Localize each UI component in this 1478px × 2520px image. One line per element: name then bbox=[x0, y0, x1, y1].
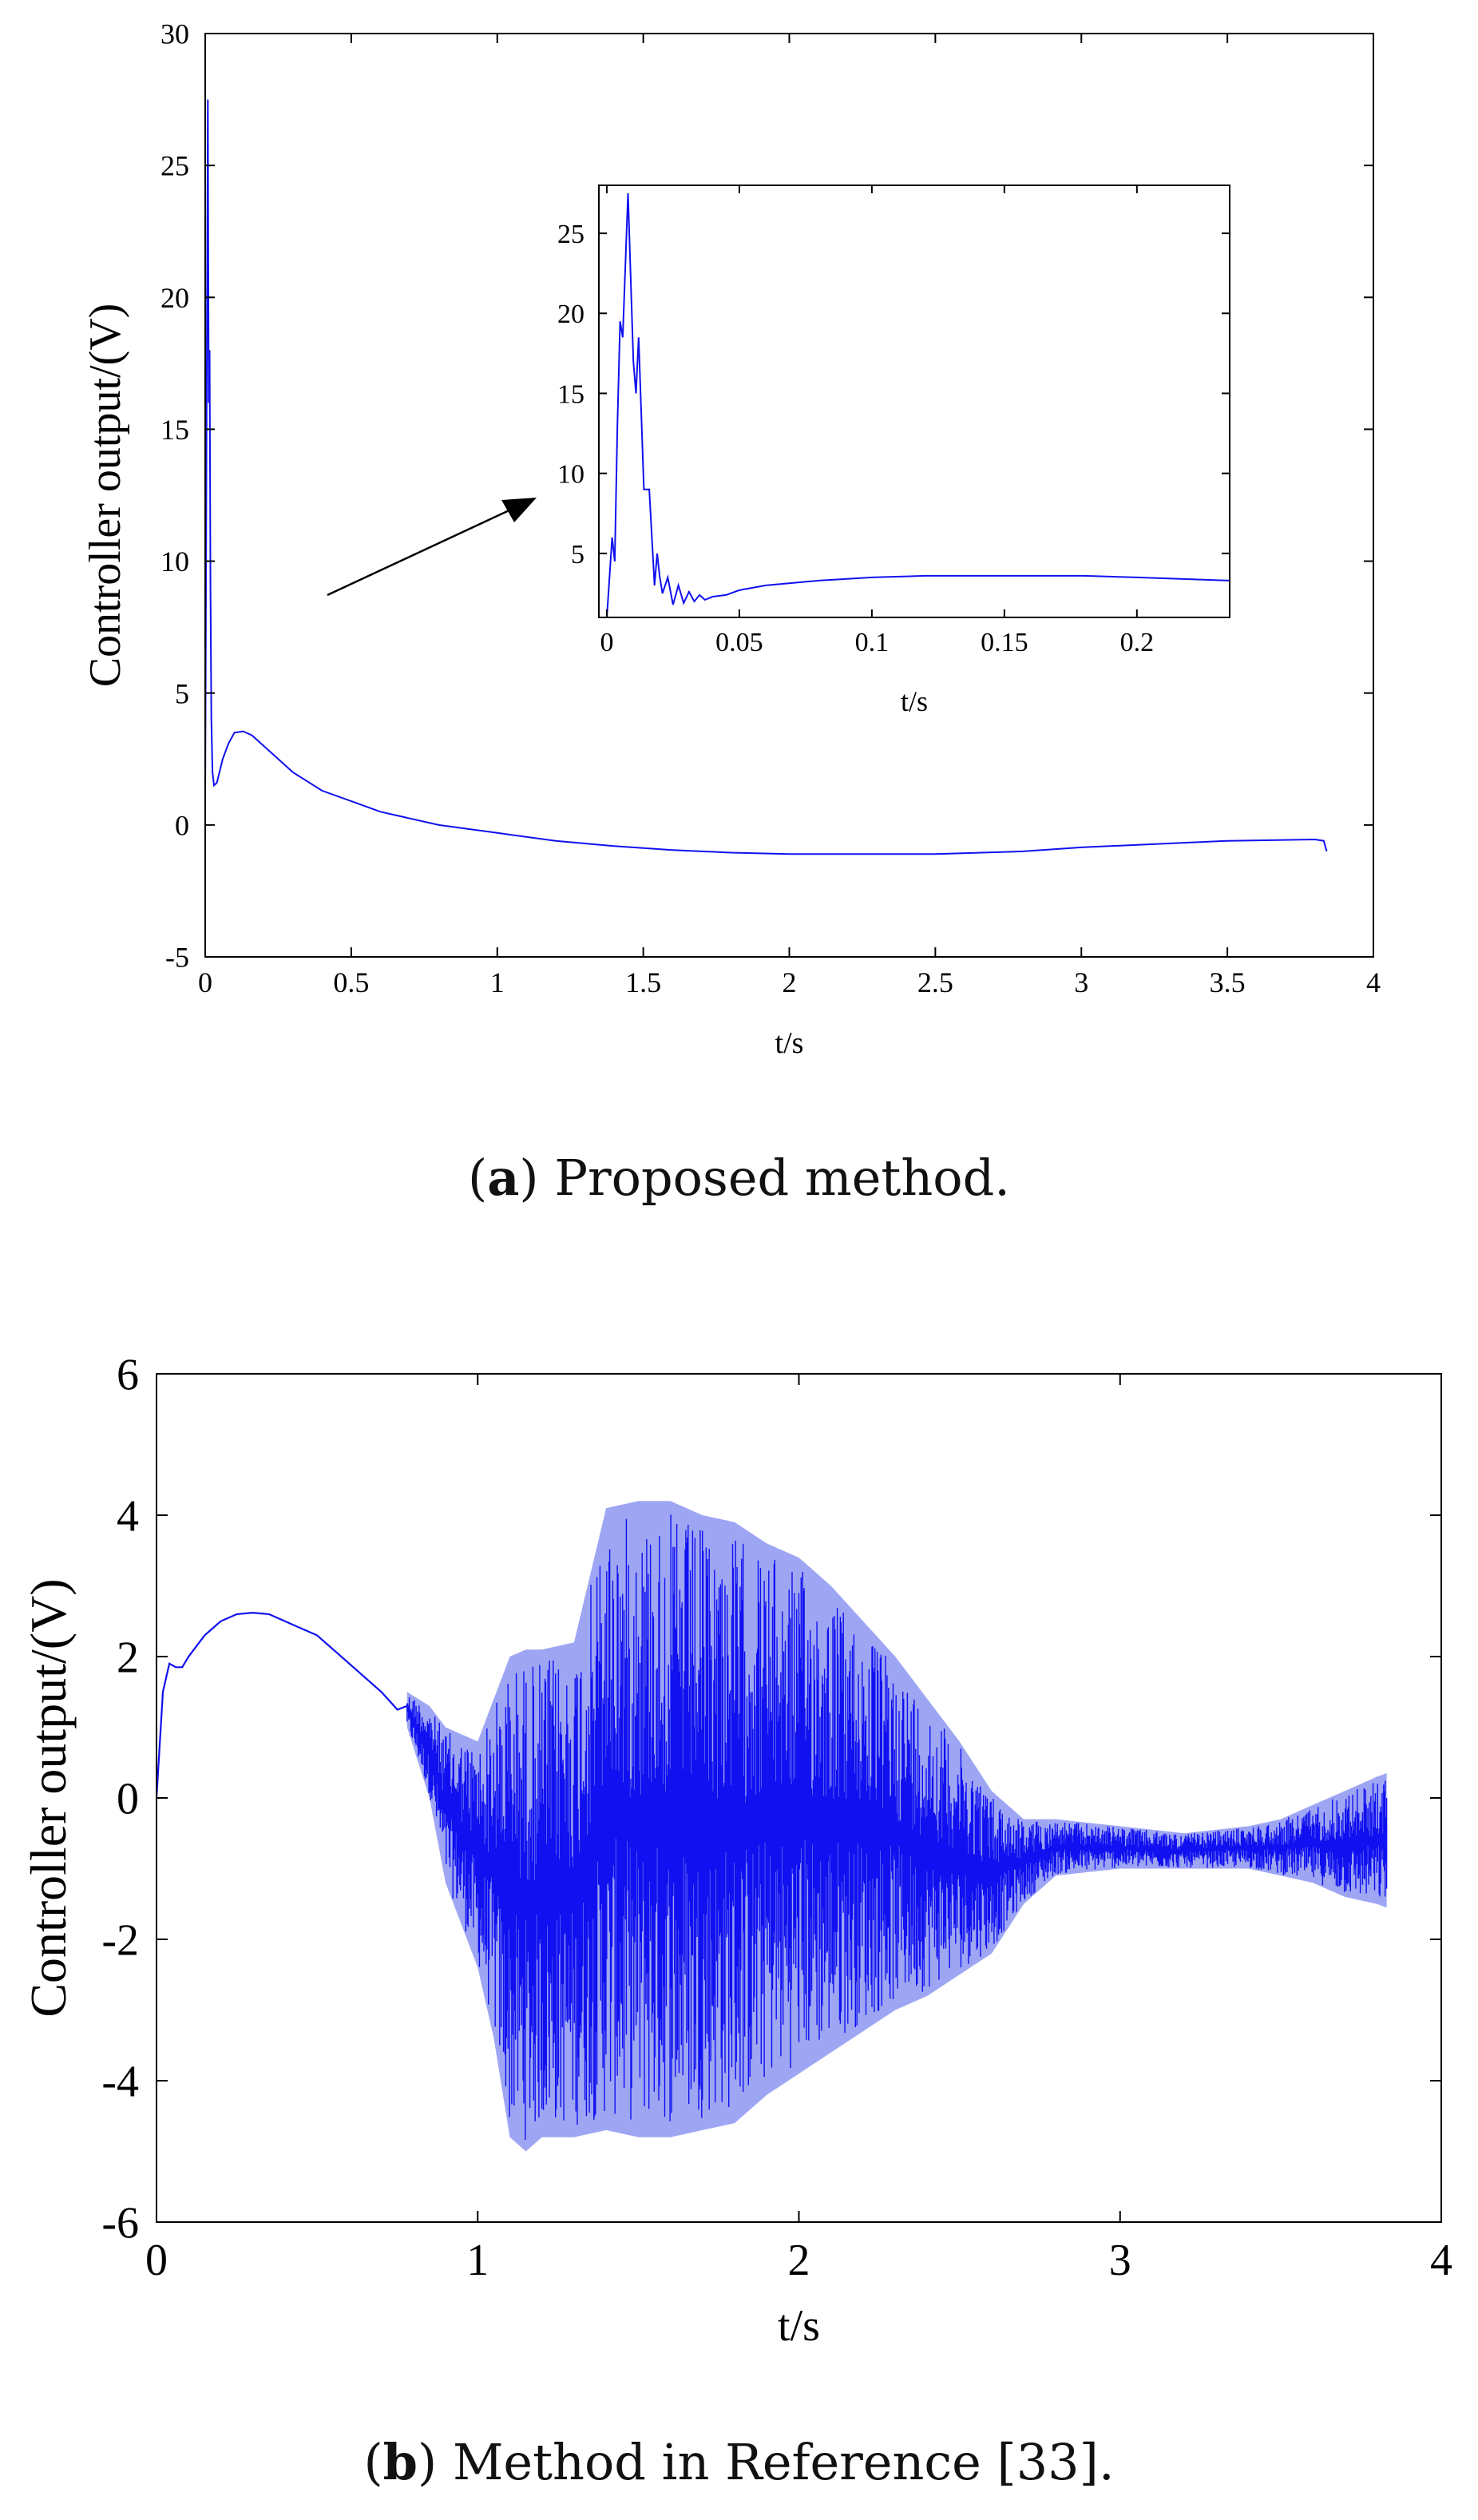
b-ytick-label: 0 bbox=[117, 1775, 139, 1824]
a-ytick-label: -5 bbox=[165, 942, 189, 974]
b-ytick-label: 2 bbox=[117, 1633, 139, 1683]
inset-xtick-label: 0.1 bbox=[855, 628, 890, 657]
a-xtick-label: 1.5 bbox=[625, 966, 661, 998]
inset-series-group bbox=[606, 192, 1230, 618]
b-xtick-label: 2 bbox=[788, 2236, 810, 2285]
a-ytick-label: 15 bbox=[160, 414, 189, 446]
inset-xtick-label: 0.2 bbox=[1120, 628, 1155, 657]
chart-a-y-ticks: -5 0 5 10 15 20 25 30 bbox=[160, 18, 1373, 974]
caption-a: (a) Proposed method. bbox=[468, 1149, 1010, 1207]
chart-a-x-ticks: 0 0.5 1 1.5 2 2.5 3 3.5 4 bbox=[198, 34, 1381, 998]
inset-xtick-label: 0 bbox=[600, 628, 613, 657]
b-xtick-label: 1 bbox=[466, 2236, 489, 2285]
chart-a-y-axis-label: Controller output/(V) bbox=[81, 304, 130, 688]
chart-b-x-axis-label: t/s bbox=[778, 2301, 820, 2351]
inset-y-ticks: 5 10 15 20 25 bbox=[557, 220, 1230, 569]
caption-a-text: Proposed method. bbox=[554, 1149, 1010, 1207]
inset-x-ticks: 0 0.05 0.1 0.15 0.2 bbox=[600, 185, 1154, 657]
a-xtick-label: 0.5 bbox=[333, 966, 369, 998]
a-xtick-label: 1 bbox=[490, 966, 505, 998]
chart-b-series-line bbox=[157, 1611, 408, 1799]
chart-b-oscillation-lines bbox=[406, 1514, 1388, 2141]
inset-plot-frame bbox=[598, 185, 1230, 618]
b-xtick-label: 0 bbox=[145, 2236, 168, 2285]
a-ytick-label: 10 bbox=[160, 546, 189, 577]
caption-b-text: Method in Reference [33]. bbox=[452, 2433, 1115, 2491]
a-ytick-label: 20 bbox=[160, 282, 189, 314]
inset-xtick-label: 0.15 bbox=[981, 628, 1028, 657]
inset-ytick-label: 10 bbox=[557, 460, 584, 490]
inset-background bbox=[599, 185, 1230, 617]
a-xtick-label: 3 bbox=[1074, 966, 1088, 998]
a-xtick-label: 3.5 bbox=[1210, 966, 1246, 998]
chart-a-x-axis-label: t/s bbox=[775, 1026, 804, 1060]
inset-x-axis-label: t/s bbox=[901, 685, 928, 717]
zoom-arrow-shaft bbox=[327, 507, 513, 597]
zoom-arrow bbox=[327, 498, 537, 597]
caption-b-label: b bbox=[382, 2433, 418, 2491]
a-ytick-label: 0 bbox=[175, 809, 189, 841]
a-xtick-label: 2 bbox=[783, 966, 797, 998]
inset-xtick-label: 0.05 bbox=[715, 628, 763, 657]
a-ytick-label: 25 bbox=[160, 150, 189, 182]
a-xtick-label: 2.5 bbox=[917, 966, 953, 998]
chart-b-series-group bbox=[157, 1501, 1388, 2152]
b-ytick-label: -2 bbox=[101, 1916, 139, 1966]
b-ytick-label: -4 bbox=[101, 2058, 139, 2107]
chart-a: 0 0.5 1 1.5 2 2.5 3 3.5 4 -5 0 5 10 15 20 25 30 Control… bbox=[81, 18, 1381, 1060]
a-xtick-label: 0 bbox=[198, 966, 212, 998]
chart-b-y-ticks: -6 -4 -2 0 2 4 6 bbox=[101, 1351, 1441, 2248]
inset-ytick-label: 5 bbox=[571, 540, 584, 569]
chart-a-inset: 0 0.05 0.1 0.15 0.2 5 10 15 20 25 t/s bbox=[557, 185, 1230, 717]
chart-b-x-ticks: 0 1 2 3 4 bbox=[145, 1374, 1452, 2285]
b-ytick-label: 6 bbox=[117, 1351, 139, 1400]
a-xtick-label: 4 bbox=[1366, 966, 1381, 998]
inset-ytick-label: 20 bbox=[557, 300, 584, 329]
caption-b: (b) Method in Reference [33]. bbox=[363, 2433, 1115, 2491]
chart-a-series-line bbox=[204, 99, 1328, 855]
b-ytick-label: 4 bbox=[117, 1492, 139, 1542]
inset-series-line bbox=[606, 192, 1230, 618]
chart-b: 0 1 2 3 4 -6 -4 -2 0 2 4 6 Controller output/(V) t… bbox=[20, 1351, 1452, 2351]
chart-a-series-group bbox=[204, 99, 1328, 855]
a-ytick-label: 5 bbox=[175, 677, 189, 709]
a-ytick-label: 30 bbox=[160, 18, 189, 50]
inset-ytick-label: 15 bbox=[557, 379, 584, 409]
b-ytick-label: -6 bbox=[101, 2199, 139, 2248]
b-xtick-label: 3 bbox=[1109, 2236, 1131, 2285]
chart-b-y-axis-label: Controller output/(V) bbox=[20, 1578, 77, 2017]
inset-ytick-label: 25 bbox=[557, 220, 584, 249]
zoom-arrow-head bbox=[501, 498, 537, 522]
b-xtick-label: 4 bbox=[1430, 2236, 1452, 2285]
caption-a-label: a bbox=[487, 1149, 520, 1207]
